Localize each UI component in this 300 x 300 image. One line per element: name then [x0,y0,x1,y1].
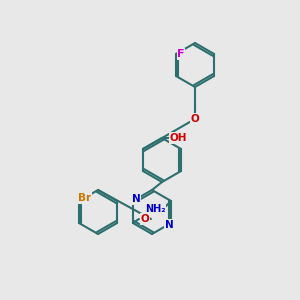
Text: Br: Br [78,193,92,203]
Text: O: O [141,214,149,224]
Text: F: F [177,49,185,59]
Text: N: N [165,220,173,230]
Text: NH₂: NH₂ [145,204,165,214]
Text: OH: OH [169,133,187,143]
Text: N: N [132,194,140,204]
Text: O: O [190,114,200,124]
